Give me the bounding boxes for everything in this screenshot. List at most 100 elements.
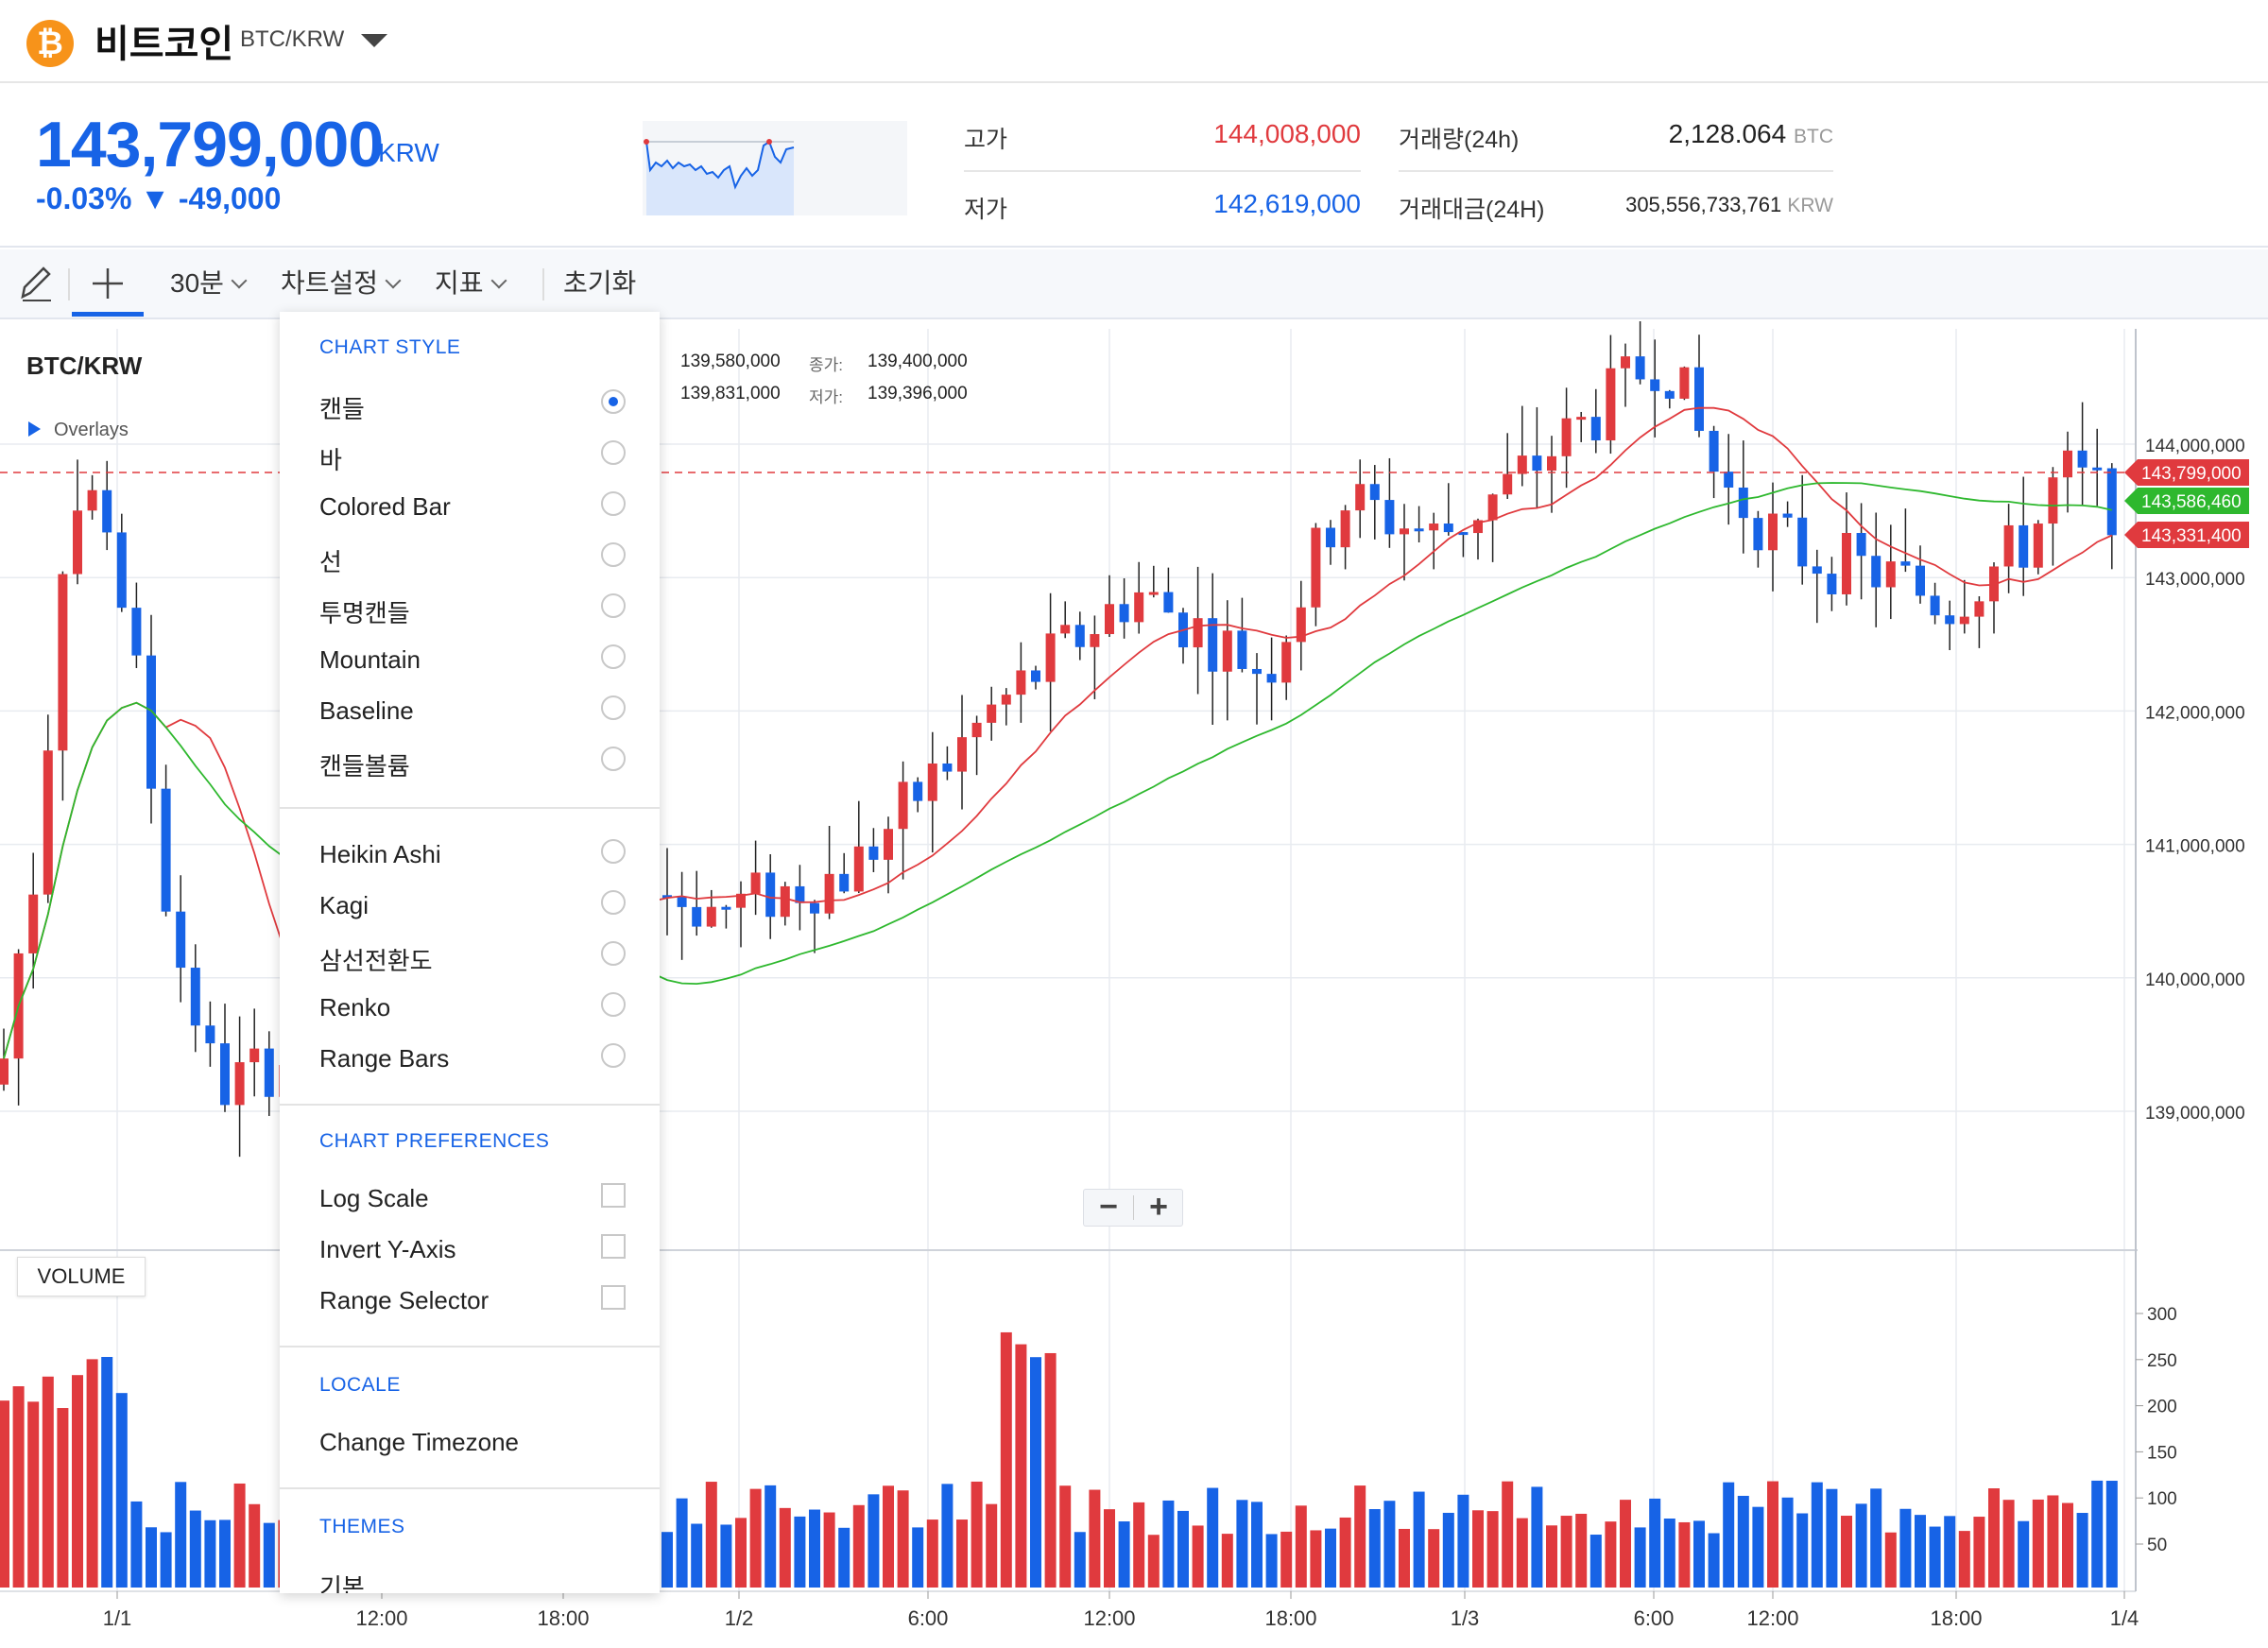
candle-body (1532, 455, 1542, 472)
volume-bar (1472, 1510, 1484, 1588)
style-radio-heikin-ashi[interactable] (601, 839, 626, 864)
interval-select[interactable]: 30분 (170, 249, 248, 318)
candle-body (1827, 574, 1837, 594)
zoom-control: − + (1083, 1189, 1183, 1227)
volume-bar (1059, 1485, 1072, 1588)
candle-body (1650, 379, 1660, 391)
candle-body (1163, 592, 1174, 613)
price-badge (2124, 522, 2249, 548)
pref-range-selector[interactable]: Range Selector (319, 1286, 490, 1314)
candle-body (853, 846, 864, 892)
style-radio-renko[interactable] (601, 992, 626, 1017)
candle-body (810, 902, 819, 914)
crosshair-icon[interactable] (89, 249, 127, 318)
style-option-candle[interactable]: 캔들 (319, 395, 365, 423)
change-timezone-item[interactable]: Change Timezone (319, 1428, 520, 1456)
style-option-range-bars[interactable]: Range Bars (319, 1044, 450, 1073)
invert-y-axis-checkbox[interactable] (601, 1234, 626, 1259)
candle-body (1885, 561, 1896, 588)
coin-name[interactable]: 비트코인 (94, 24, 234, 65)
candle-body (721, 906, 731, 910)
volume-bar (986, 1503, 998, 1588)
chart-symbol: BTC/KRW (26, 352, 143, 380)
volume-pane-label[interactable]: VOLUME (17, 1257, 146, 1296)
style-option-three-line-break[interactable]: 삼선전환도 (319, 947, 433, 975)
log-scale-checkbox[interactable] (601, 1183, 626, 1208)
chart-style-header: CHART STYLE (319, 336, 461, 358)
style-radio-mountain[interactable] (601, 644, 626, 669)
zoom-in-button[interactable]: + (1149, 1189, 1168, 1225)
theme-default-item[interactable]: 기본 (319, 1573, 365, 1593)
style-option-mountain[interactable]: Mountain (319, 645, 421, 674)
style-option-baseline[interactable]: Baseline (319, 696, 414, 725)
volume-bar (1354, 1485, 1366, 1588)
style-option-colored-bar[interactable]: Colored Bar (319, 492, 451, 521)
volume-bar (1074, 1532, 1086, 1588)
style-option-bar[interactable]: 바 (319, 446, 342, 474)
style-radio-kagi[interactable] (601, 890, 626, 915)
style-option-hollow-candle[interactable]: 투명캔들 (319, 599, 410, 627)
candle-body (1561, 418, 1572, 456)
candle-body (1945, 615, 1955, 625)
style-option-renko[interactable]: Renko (319, 993, 391, 1021)
candle-body (1930, 595, 1940, 616)
time-axis-label: 12:00 (355, 1606, 407, 1630)
pref-invert-y-axis[interactable]: Invert Y-Axis (319, 1235, 456, 1263)
candle-body (1400, 528, 1409, 535)
style-option-line[interactable]: 선 (319, 548, 342, 576)
overlays-toggle[interactable]: Overlays (28, 420, 129, 441)
volume-bar (956, 1519, 968, 1588)
candle-body (706, 906, 716, 927)
style-radio-candle-volume[interactable] (601, 747, 626, 771)
style-radio-candle[interactable] (601, 389, 626, 414)
range-selector-checkbox[interactable] (601, 1285, 626, 1310)
volume-bar (1752, 1506, 1764, 1588)
volume-bar (115, 1393, 128, 1588)
style-radio-baseline[interactable] (601, 695, 626, 720)
volume-bar (1339, 1517, 1351, 1588)
sparkline-chart (643, 121, 907, 215)
price-badge-label: 143,799,000 (2141, 464, 2242, 484)
style-radio-colored-bar[interactable] (601, 491, 626, 516)
candle-body (1621, 356, 1630, 369)
volume-bar (809, 1509, 820, 1588)
candle-body (2092, 467, 2103, 471)
volume-bar (691, 1523, 703, 1588)
caret-down-icon[interactable] (361, 34, 387, 47)
volume-bar (1781, 1497, 1794, 1588)
time-axis-label: 18:00 (1930, 1606, 1982, 1630)
price-axis-label: 139,000,000 (2145, 1104, 2245, 1124)
style-radio-three-line-break[interactable] (601, 941, 626, 966)
chart-settings-button[interactable]: 차트설정 (281, 249, 402, 318)
pref-log-scale[interactable]: Log Scale (319, 1184, 429, 1212)
candle-body (1281, 642, 1292, 683)
price-change: -0.03% ▼ -49,000 (36, 181, 282, 215)
style-option-heikin-ashi[interactable]: Heikin Ashi (319, 840, 441, 868)
volume-bar (1841, 1516, 1852, 1588)
style-radio-hollow-candle[interactable] (601, 593, 626, 618)
style-radio-range-bars[interactable] (601, 1043, 626, 1068)
pencil-icon[interactable] (17, 249, 55, 318)
candle-body (898, 781, 908, 830)
volume-bar (1589, 1535, 1602, 1588)
volume-bar (1383, 1501, 1396, 1588)
style-radio-line[interactable] (601, 542, 626, 567)
volume-bar (86, 1359, 98, 1588)
volume-bar (72, 1375, 83, 1588)
coin-pair[interactable]: BTC/KRW (240, 26, 345, 52)
reset-button[interactable]: 초기화 (563, 268, 637, 298)
volume-bar (1147, 1535, 1160, 1588)
style-radio-bar[interactable] (601, 440, 626, 465)
style-option-candle-volume[interactable]: 캔들볼륨 (319, 752, 410, 781)
indicators-button[interactable]: 지표 (435, 249, 507, 318)
style-option-kagi[interactable]: Kagi (319, 891, 369, 919)
zoom-out-button[interactable]: − (1099, 1189, 1118, 1225)
volume-bar (1251, 1502, 1263, 1588)
volume-bar (1192, 1525, 1204, 1588)
price-axis-label: 144,000,000 (2145, 437, 2245, 456)
volume-bar (219, 1519, 231, 1588)
candle-body (1606, 368, 1616, 441)
ticker-panel (0, 85, 2268, 248)
volume-bar (160, 1532, 172, 1588)
volume-bar (926, 1519, 938, 1588)
